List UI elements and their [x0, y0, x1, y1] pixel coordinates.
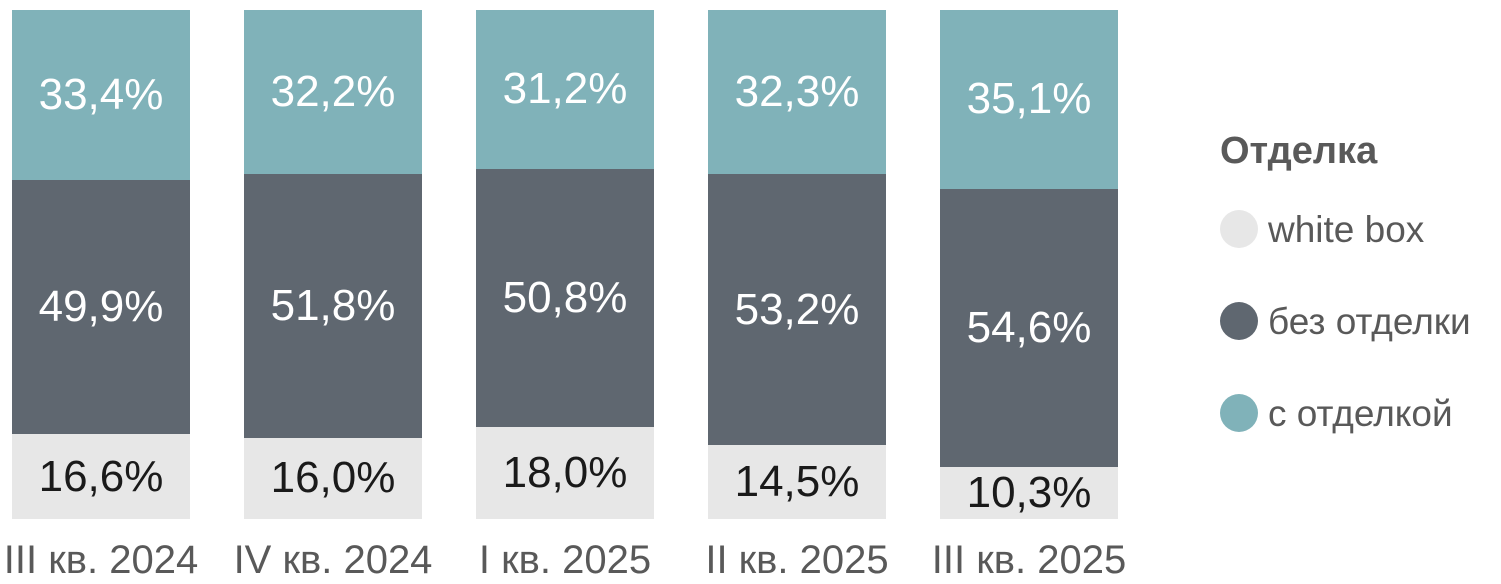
data-label: 54,6% — [966, 302, 1092, 352]
bar-segment: 31,2% — [476, 10, 654, 169]
bar-segment: 54,6% — [940, 188, 1118, 467]
data-label: 18,0% — [502, 448, 628, 498]
data-label: 50,8% — [502, 273, 628, 323]
bar-segment: 33,4% — [12, 10, 190, 181]
data-label: 16,6% — [38, 451, 164, 501]
legend-marker-circle-icon — [1220, 394, 1258, 432]
x-axis-label: III кв. 2024 — [4, 536, 198, 584]
bar-segment: 32,3% — [708, 10, 886, 175]
bar-column-2: 32,2% 51,8% 16,0% — [244, 10, 422, 519]
data-label: 10,3% — [966, 467, 1092, 517]
x-axis-label-text: II кв. 2025 — [705, 538, 889, 582]
bar-segment: 18,0% — [476, 427, 654, 520]
x-axis-label-text: III кв. 2024 — [3, 538, 199, 582]
legend-item-label: без отделки — [1268, 300, 1471, 342]
bar-segment: 10,3% — [940, 466, 1118, 519]
legend-items: white box без отделки с отделкой — [1220, 205, 1501, 437]
plot-area: 33,4% 49,9% 16,6% 32,2% 51,8% 16,0% 31,2% 50,8%… — [12, 10, 1118, 520]
legend-item: white box — [1220, 205, 1501, 253]
bar-column-4: 32,3% 53,2% 14,5% — [708, 10, 886, 519]
bar-segment: 14,5% — [708, 445, 886, 519]
bar-column-1: 33,4% 49,9% 16,6% — [12, 10, 190, 519]
bar-segment: 49,9% — [12, 180, 190, 435]
data-label: 33,4% — [38, 70, 164, 120]
bar-segment: 16,0% — [244, 437, 422, 519]
bar-column-3: 31,2% 50,8% 18,0% — [476, 10, 654, 520]
legend-item-label: white box — [1268, 208, 1425, 250]
x-axis-label: II кв. 2025 — [705, 536, 889, 584]
legend: Отделка white box без отделки с отделкой — [1220, 128, 1501, 481]
data-label: 51,8% — [270, 280, 396, 330]
bar-segment: 16,6% — [12, 434, 190, 519]
data-label: 16,0% — [270, 453, 396, 503]
x-axis: III кв. 2024 IV кв. 2024 I кв. 2025 II кв. … — [4, 536, 1126, 584]
bar-column-5: 35,1% 54,6% 10,3% — [940, 10, 1118, 519]
x-axis-label: III кв. 2025 — [932, 536, 1126, 584]
legend-marker-circle-icon — [1220, 210, 1258, 248]
x-axis-label-text: I кв. 2025 — [478, 538, 652, 582]
x-axis-label: I кв. 2025 — [476, 536, 654, 584]
legend-item: с отделкой — [1220, 389, 1501, 437]
data-label: 32,2% — [270, 66, 396, 116]
x-axis-label-text: III кв. 2025 — [931, 538, 1127, 582]
legend-title: Отделка — [1220, 130, 1378, 172]
bar-segment: 53,2% — [708, 174, 886, 446]
bar-segment: 50,8% — [476, 168, 654, 428]
data-label: 49,9% — [38, 282, 164, 332]
data-label: 31,2% — [502, 64, 628, 114]
data-label: 32,3% — [734, 67, 860, 117]
legend-item: без отделки — [1220, 297, 1501, 345]
data-label: 53,2% — [734, 284, 860, 334]
bar-segment: 51,8% — [244, 173, 422, 438]
bar-segment: 35,1% — [940, 10, 1118, 189]
bar-segment: 32,2% — [244, 10, 422, 174]
legend-item-label: с отделкой — [1268, 392, 1453, 434]
data-label: 35,1% — [966, 74, 1092, 124]
x-axis-label: IV кв. 2024 — [234, 536, 433, 584]
x-axis-label-text: IV кв. 2024 — [233, 538, 433, 582]
legend-marker-circle-icon — [1220, 302, 1258, 340]
data-label: 14,5% — [734, 457, 860, 507]
